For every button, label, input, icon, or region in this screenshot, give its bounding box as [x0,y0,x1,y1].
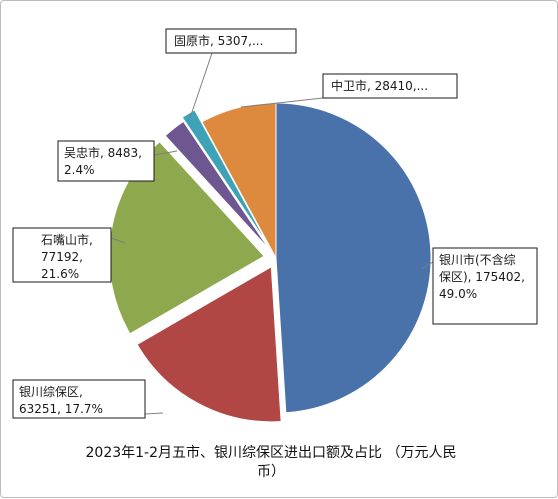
data-label: 77192, [41,250,83,264]
data-label: 石嘴山市, [41,232,93,247]
data-label: 吴忠市, 8483, [64,145,142,160]
chart-title-line-2: 币） [257,464,285,480]
leader-line [110,237,126,244]
data-label-box [322,73,458,99]
data-label: 49.0% [439,287,477,301]
leader-line [153,150,178,156]
data-label: 银川综保区, [19,385,83,399]
data-label-box [432,247,538,325]
data-label: 银川市(不含综 [439,252,516,267]
leader-line [420,261,434,270]
data-label: 中卫市, 28410,... [331,78,428,93]
data-label: 21.6% [41,267,79,281]
pie-slices [108,102,432,423]
pie-slice [181,109,270,247]
pie-slice [275,102,432,414]
data-label-box [12,379,146,419]
data-label: 保区), 175402, [439,270,525,284]
data-label-box [165,28,297,54]
chart-title: 2023年1-2月五市、银川综保区进出口额及占比 （万元人民 币） [86,444,457,480]
data-label: 固原市, 5307,... [174,33,263,48]
leader-lines [110,52,434,415]
data-label-box [57,140,155,182]
leader-line [144,412,164,415]
data-label-box [12,227,112,283]
data-label: 63251, 17.7% [19,402,103,416]
pie-slice [164,120,271,251]
leader-line [189,52,213,119]
leader-line [240,97,324,108]
chart-title-line-1: 2023年1-2月五市、银川综保区进出口额及占比 （万元人民 [86,444,457,461]
data-label: 2.4% [64,163,95,177]
pie-slice [136,265,282,423]
